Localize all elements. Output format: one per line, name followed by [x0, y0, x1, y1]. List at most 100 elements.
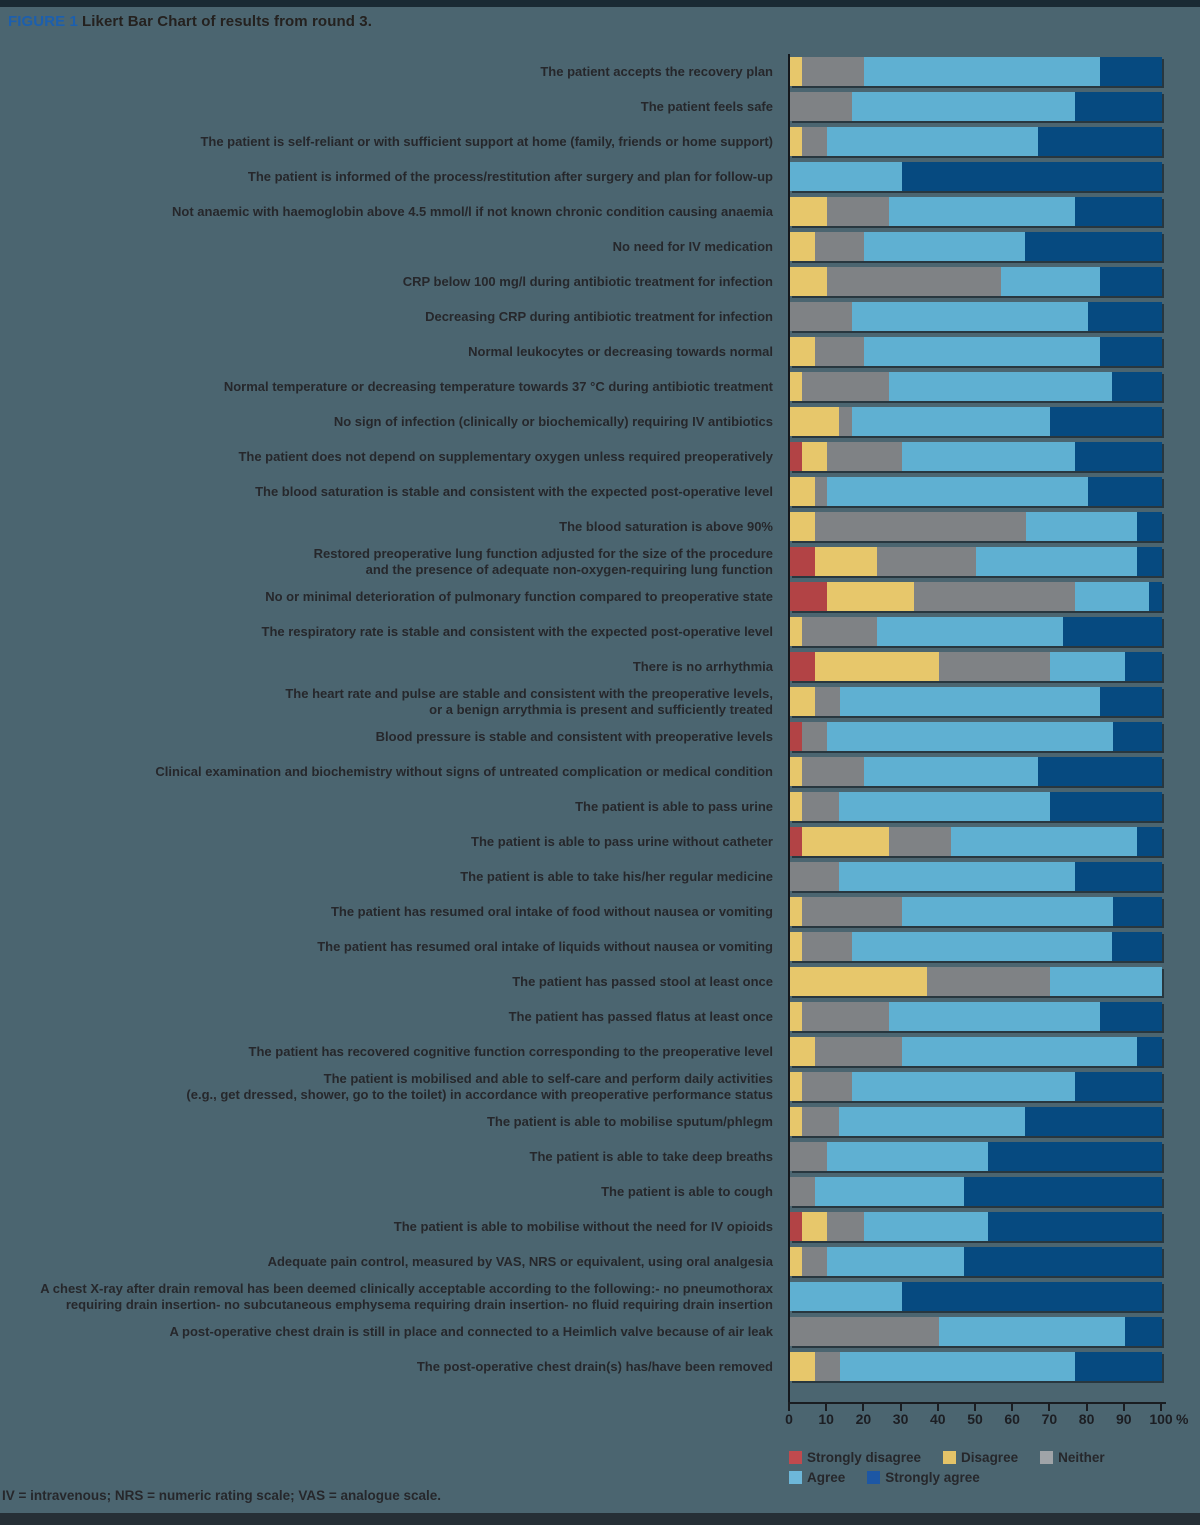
bar-segment-strongly-agree: [1025, 232, 1162, 261]
stacked-bar: [790, 1317, 1162, 1346]
bar-segment-agree: [951, 827, 1138, 856]
axis-tick: [1160, 1404, 1162, 1411]
axis-tick: [1048, 1404, 1051, 1411]
bar-segment-strongly-agree: [1137, 512, 1162, 541]
bar-segment-agree: [852, 302, 1088, 331]
category-label: Normal leukocytes or decreasing towards …: [468, 343, 773, 359]
bar-segment-agree: [864, 1212, 989, 1241]
bar-segment-disagree: [790, 967, 927, 996]
bar-segment-strongly-disagree: [790, 722, 803, 751]
bar-segment-disagree: [790, 1002, 803, 1031]
bar-segment-agree: [839, 792, 1051, 821]
category-label: The patient is informed of the process/r…: [247, 168, 773, 184]
category-label: Normal temperature or decreasing tempera…: [223, 378, 773, 394]
category-label: Blood pressure is stable and consistent …: [375, 728, 773, 744]
category-label: No or minimal deterioration of pulmonary…: [265, 588, 773, 604]
stacked-bar: [790, 827, 1162, 856]
bar-segment-neither: [827, 197, 890, 226]
x-axis-unit: %: [1176, 1411, 1189, 1427]
bar-segment-neither: [802, 932, 852, 961]
top-border-bar: [0, 0, 1200, 7]
bar-segment-agree: [851, 932, 1113, 961]
bar-segment-neither: [802, 757, 865, 786]
chart-row: No need for IV medication: [0, 229, 1200, 264]
chart-row: The patient has passed flatus at least o…: [0, 999, 1200, 1034]
stacked-bar: [790, 1177, 1162, 1206]
bar-segment-strongly-agree: [1112, 722, 1162, 751]
bar-segment-neither: [790, 302, 853, 331]
bar-segment-disagree: [790, 687, 815, 716]
stacked-bar: [790, 302, 1162, 331]
chart-row: Normal leukocytes or decreasing towards …: [0, 334, 1200, 369]
bar-segment-strongly-agree: [1099, 687, 1163, 716]
axis-tick: [825, 1404, 828, 1411]
stacked-bar: [790, 1247, 1162, 1276]
category-label: The patient has passed flatus at least o…: [508, 1008, 773, 1024]
bar-segment-agree: [790, 162, 902, 191]
category-label: The patient does not depend on supplemen…: [238, 448, 773, 464]
bar-segment-strongly-agree: [1124, 1317, 1162, 1346]
chart-row: The patient feels safe: [0, 89, 1200, 124]
bar-segment-neither: [814, 687, 840, 716]
category-label: No sign of infection (clinically or bioc…: [333, 413, 773, 429]
bar-segment-disagree: [790, 1247, 803, 1276]
bar-segment-neither: [827, 1212, 865, 1241]
bar-segment-neither: [802, 897, 902, 926]
category-label: The patient is mobilised and able to sel…: [186, 1070, 773, 1102]
bar-segment-agree: [901, 897, 1113, 926]
category-label: Restored preoperative lung function adju…: [313, 545, 773, 577]
bar-segment-disagree: [802, 442, 828, 471]
bar-segment-strongly-agree: [1038, 127, 1162, 156]
bar-segment-neither: [814, 512, 1026, 541]
chart-row: The blood saturation is stable and consi…: [0, 474, 1200, 509]
bar-segment-neither: [790, 1142, 828, 1171]
stacked-bar: [790, 1352, 1162, 1381]
bar-segment-disagree: [790, 127, 803, 156]
stacked-bar: [790, 162, 1162, 191]
bar-segment-agree: [1025, 512, 1138, 541]
bar-segment-strongly-agree: [1099, 57, 1162, 86]
bar-segment-neither: [802, 1072, 852, 1101]
bar-segment-strongly-agree: [1087, 302, 1162, 331]
bar-segment-neither: [802, 1002, 889, 1031]
abbreviations-footnote: IV = intravenous; NRS = numeric rating s…: [2, 1488, 442, 1503]
bar-segment-strongly-disagree: [790, 582, 828, 611]
axis-tick-label: 10: [818, 1411, 834, 1427]
chart-row: Clinical examination and biochemistry wi…: [0, 754, 1200, 789]
bar-segment-agree: [976, 547, 1138, 576]
bar-segment-disagree: [790, 617, 803, 646]
bar-segment-strongly-agree: [1075, 197, 1162, 226]
stacked-bar: [790, 582, 1162, 611]
chart-row: No or minimal deterioration of pulmonary…: [0, 579, 1200, 614]
bar-segment-agree: [864, 232, 1026, 261]
legend-label: Disagree: [961, 1449, 1019, 1465]
bar-segment-strongly-agree: [1137, 1037, 1162, 1066]
bar-segment-agree: [1074, 582, 1150, 611]
stacked-bar: [790, 722, 1162, 751]
bar-segment-strongly-agree: [1149, 582, 1162, 611]
bar-segment-disagree: [814, 652, 939, 681]
bar-segment-disagree: [790, 197, 828, 226]
stacked-bar: [790, 372, 1162, 401]
chart-row: Normal temperature or decreasing tempera…: [0, 369, 1200, 404]
bar-segment-disagree: [790, 267, 828, 296]
stacked-bar: [790, 1107, 1162, 1136]
bar-segment-neither: [876, 547, 977, 576]
bar-segment-neither: [839, 407, 852, 436]
legend-item-disagree: Disagree: [943, 1450, 1018, 1465]
bar-segment-strongly-agree: [1099, 1002, 1162, 1031]
legend-item-strongly-disagree: Strongly disagree: [789, 1450, 921, 1465]
chart-row: The patient is able to take his/her regu…: [0, 859, 1200, 894]
category-label: Adequate pain control, measured by VAS, …: [267, 1253, 773, 1269]
bar-segment-agree: [1050, 967, 1162, 996]
chart-row: The blood saturation is above 90%: [0, 509, 1200, 544]
axis-tick: [974, 1404, 976, 1411]
stacked-bar: [790, 547, 1162, 576]
bar-segment-agree: [839, 1107, 1026, 1136]
stacked-bar: [790, 512, 1162, 541]
category-label: The respiratory rate is stable and consi…: [261, 623, 774, 639]
axis-tick-label: 80: [1078, 1411, 1095, 1427]
bar-segment-agree: [827, 1247, 964, 1276]
axis-tick-label: 90: [1116, 1411, 1132, 1427]
